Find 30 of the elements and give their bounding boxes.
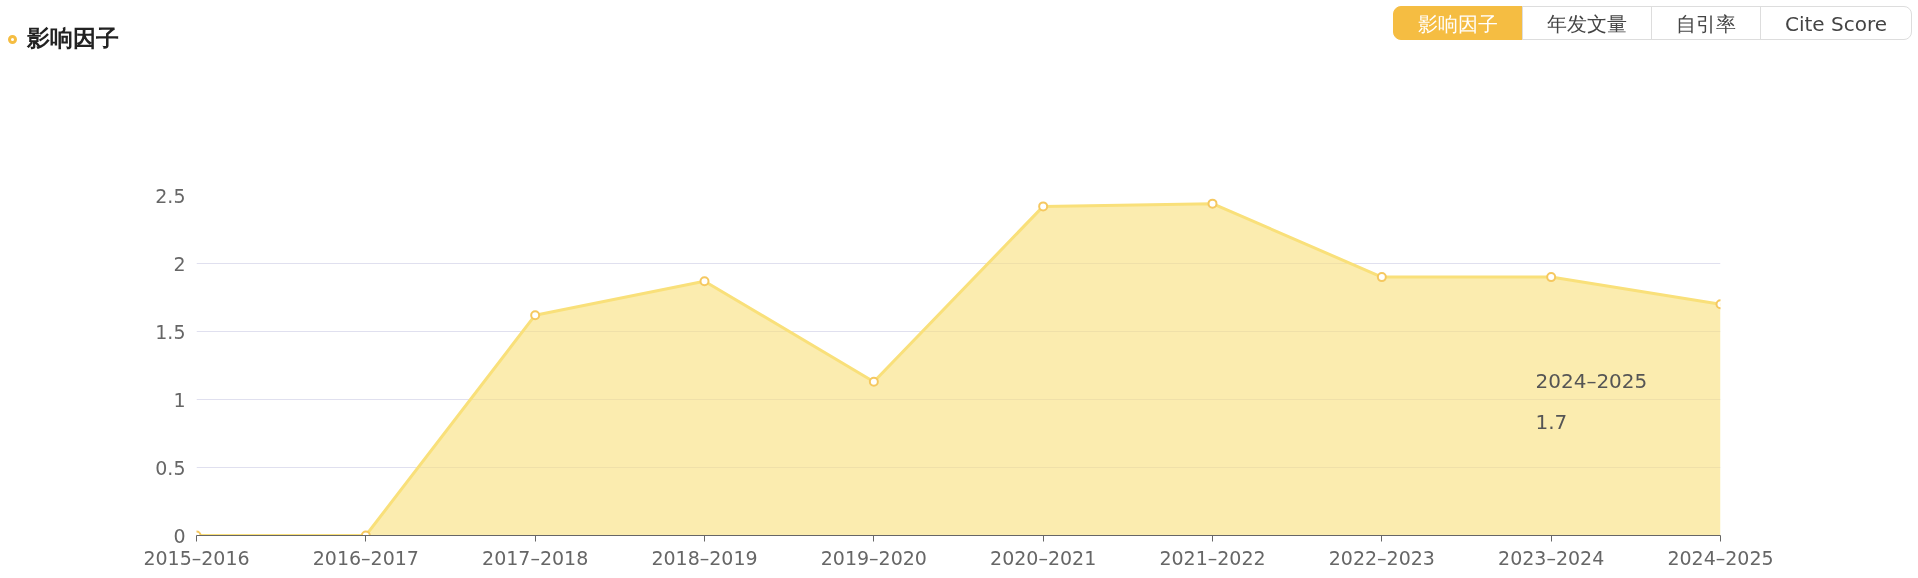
chart-title: 影响因子 xyxy=(1392,6,1523,40)
x-tick-label: 2024–2025 xyxy=(1667,546,1774,569)
text: 自引率 xyxy=(1650,6,1761,40)
y-tick-label: 1 xyxy=(173,388,186,411)
x-tick-label: 2022–2023 xyxy=(1328,546,1435,569)
y-tick-label: 0.5 xyxy=(155,456,186,479)
point xyxy=(1038,201,1049,212)
x-tick-label: 2016–2017 xyxy=(312,546,419,569)
chart-title: 影响因子 xyxy=(27,25,119,51)
point xyxy=(1546,272,1557,283)
y-tick-label: 1.5 xyxy=(155,320,186,343)
point xyxy=(1207,198,1218,209)
y-tick-label: 2.5 xyxy=(155,184,186,207)
x-tick-label: 2023–2024 xyxy=(1498,546,1605,569)
text: Cite Score xyxy=(1759,6,1912,40)
annotation: 2024–2025 xyxy=(1535,368,1648,393)
x-tick-label: 2021–2022 xyxy=(1159,546,1266,569)
annotation: 1.7 xyxy=(1535,409,1568,434)
x-tick-label: 2017–2018 xyxy=(482,546,589,569)
x-tick-label: 2018–2019 xyxy=(651,546,758,569)
point xyxy=(868,376,879,387)
x-tick-label: 2020–2021 xyxy=(990,546,1097,569)
point xyxy=(530,310,541,321)
text: 年发文量 xyxy=(1521,6,1652,40)
y-tick-label: 0 xyxy=(173,524,186,547)
point xyxy=(1376,272,1387,283)
x-tick-label: 2019–2020 xyxy=(820,546,927,569)
y-tick-label: 2 xyxy=(173,252,186,275)
point xyxy=(699,276,710,287)
x-tick-label: 2015–2016 xyxy=(143,546,250,569)
